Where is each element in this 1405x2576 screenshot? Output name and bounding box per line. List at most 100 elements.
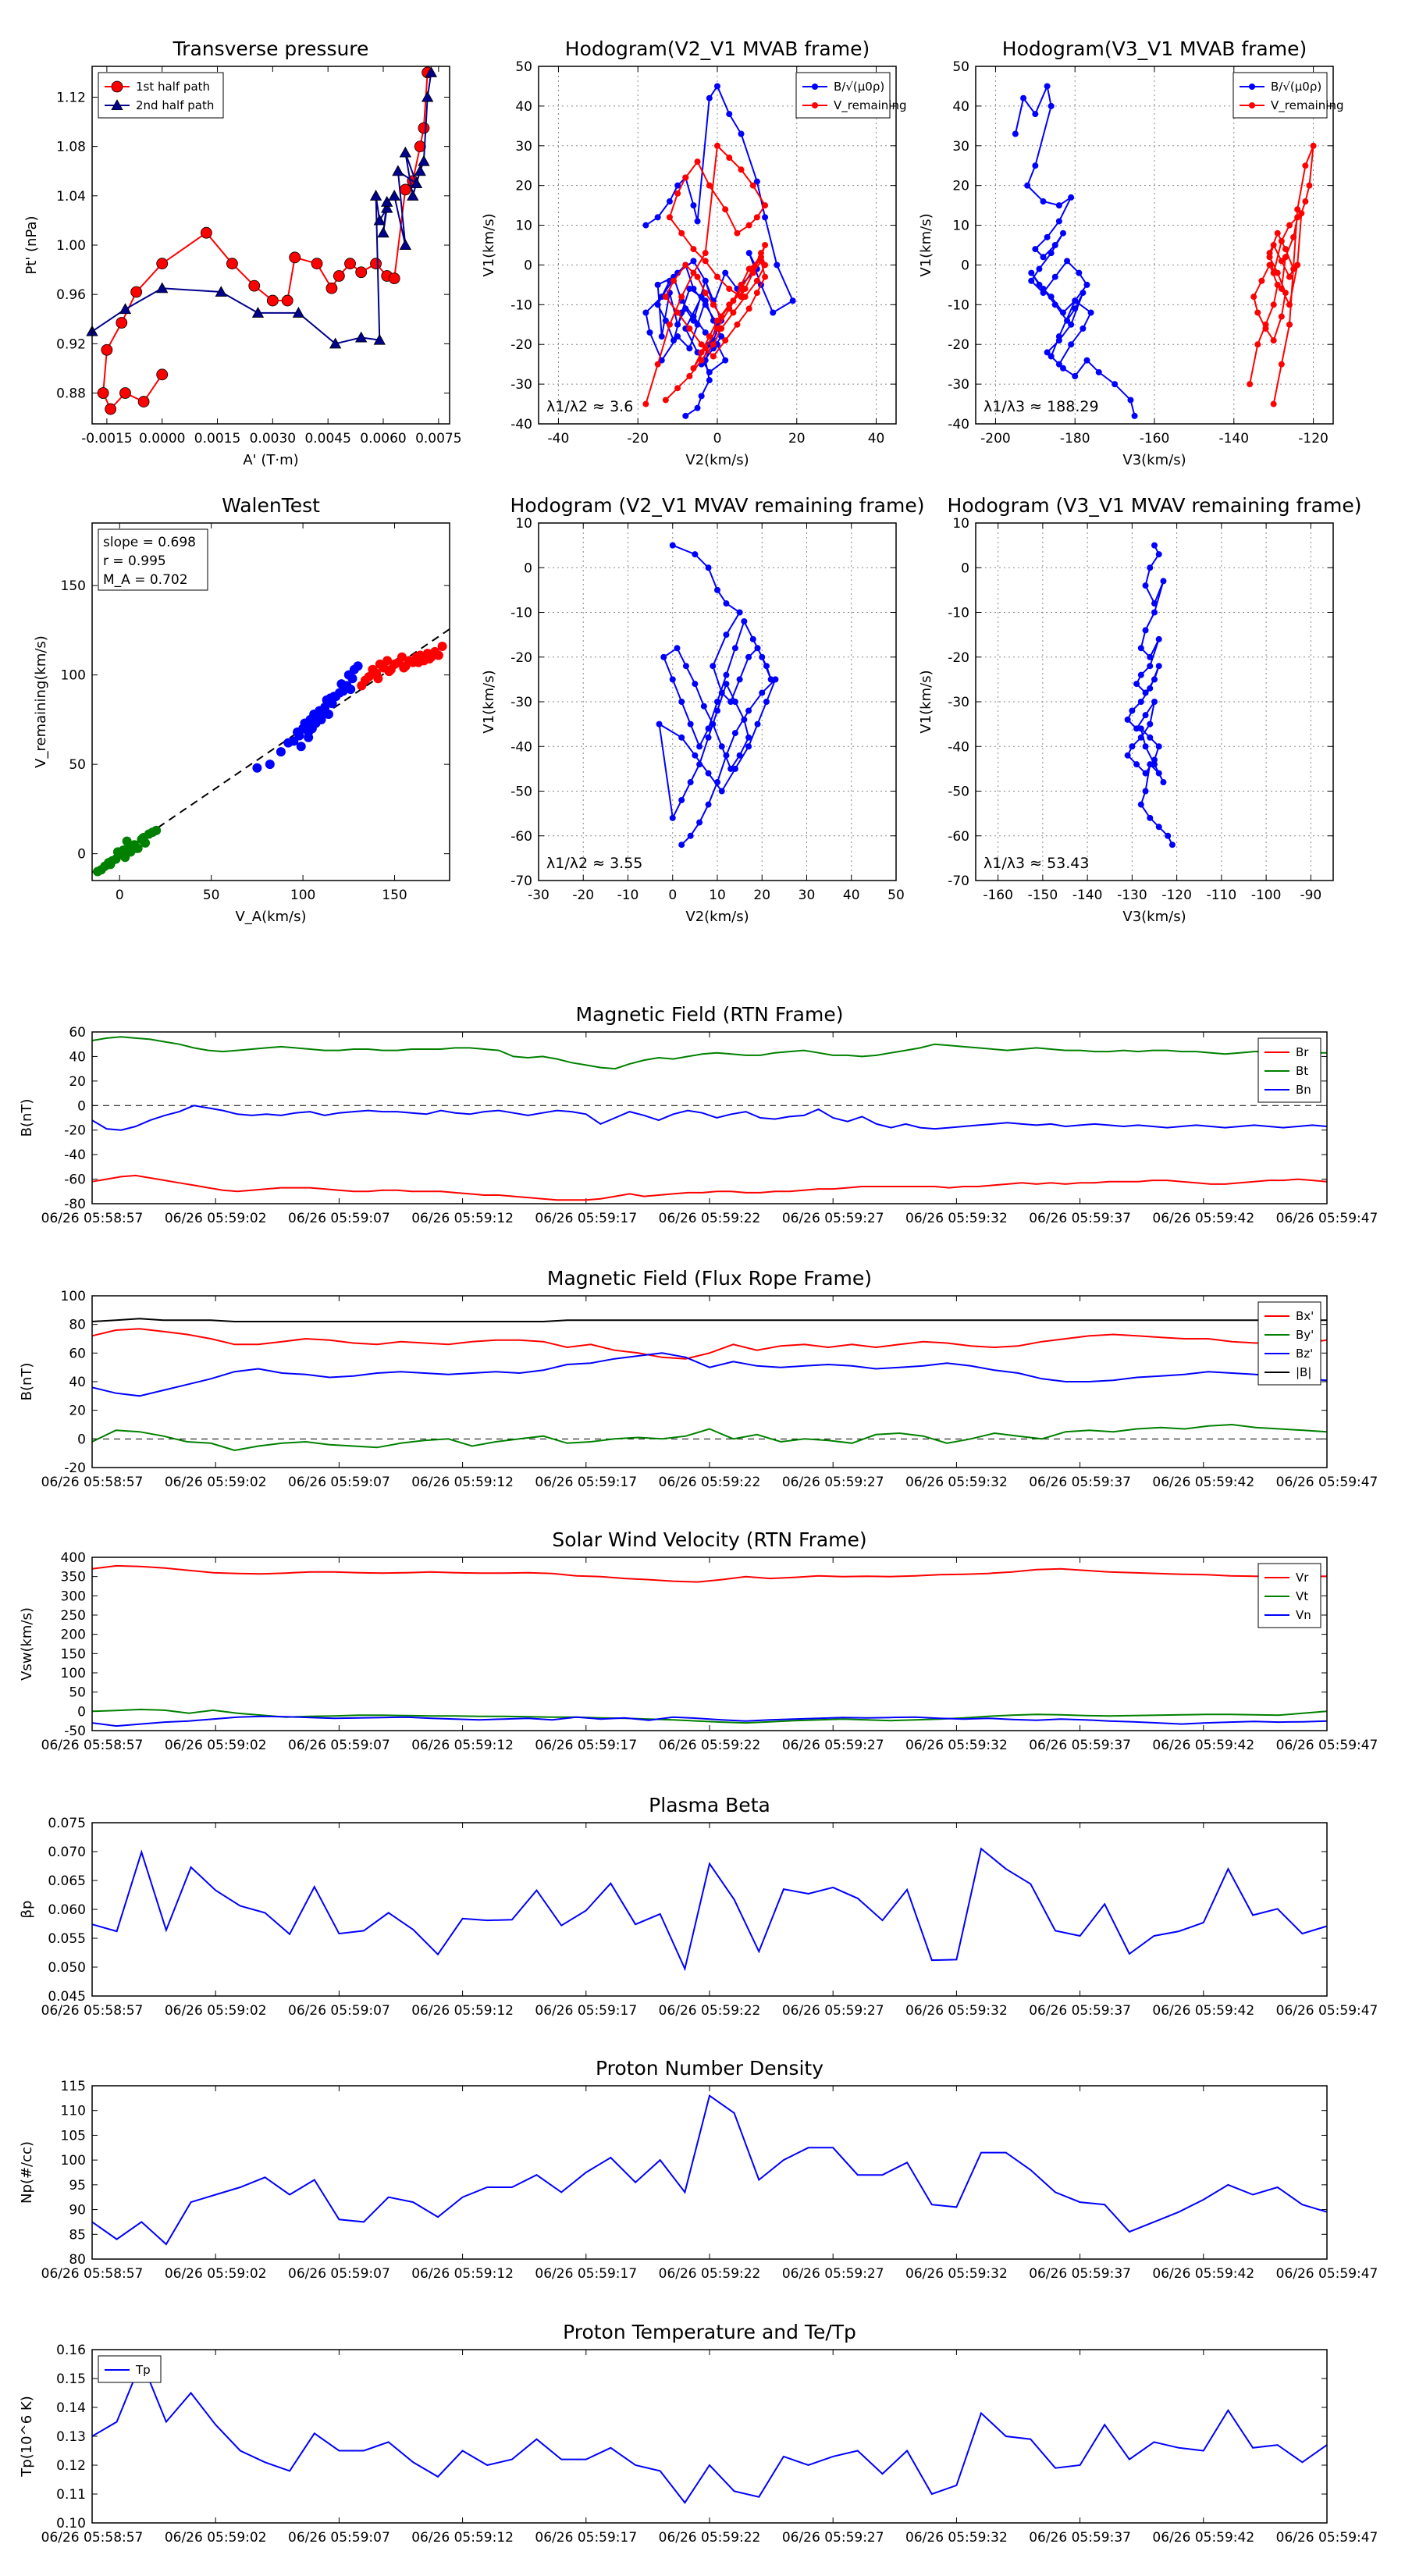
data-point: [1147, 761, 1154, 768]
data-point: [289, 251, 301, 264]
series-B/√(μ0ρ)-line: [645, 84, 794, 417]
data-point: [736, 676, 743, 683]
y-tick-label: 60: [69, 1025, 86, 1041]
data-point: [111, 80, 123, 93]
stats-line: r = 0.995: [103, 553, 166, 569]
chart-title: Magnetic Field (RTN Frame): [576, 1003, 844, 1026]
x-tick-label: 06/26 05:59:37: [1029, 2530, 1131, 2546]
legend-label: Bz': [1296, 1347, 1313, 1361]
x-tick-label: 06/26 05:59:12: [411, 2003, 514, 2019]
data-point: [1112, 381, 1119, 388]
data-point: [369, 190, 382, 201]
data-point: [370, 258, 382, 270]
legend-label: Vn: [1296, 1608, 1311, 1622]
data-point: [745, 707, 752, 714]
data-point: [381, 195, 393, 207]
x-tick-label: 0.0000: [139, 431, 185, 447]
x-tick-label: 06/26 05:59:02: [165, 2003, 267, 2019]
data-point: [753, 214, 760, 221]
x-axis-label: V3(km/s): [1122, 452, 1186, 468]
x-tick-label: 40: [843, 888, 860, 903]
plot-border: [91, 66, 450, 425]
data-point: [251, 307, 265, 318]
chart-title: Proton Temperature and Te/Tp: [563, 2321, 856, 2343]
y-tick-label: 0.075: [48, 1816, 86, 1831]
y-axis-label: Vsw(km/s): [19, 1607, 35, 1681]
data-point: [687, 779, 694, 786]
legend-label: Vr: [1296, 1571, 1309, 1585]
y-tick-label: 105: [61, 2128, 86, 2144]
scatter-point-blue: [343, 670, 354, 680]
x-axis-label: V_A(km/s): [235, 909, 306, 925]
data-point: [674, 385, 681, 392]
scatter-point-blue: [322, 695, 332, 705]
data-point: [1168, 841, 1176, 849]
data-point: [774, 262, 781, 269]
plot-border: [91, 522, 450, 881]
data-point: [1083, 357, 1090, 364]
legend-label: B/√(μ0ρ): [834, 80, 884, 94]
scatter-point-blue: [315, 706, 325, 716]
y-tick-label: 80: [69, 1318, 86, 1333]
y-tick-label: 300: [61, 1589, 86, 1604]
x-tick-label: 06/26 05:59:37: [1029, 1738, 1131, 1753]
data-point: [722, 357, 729, 364]
legend-label: Bn: [1296, 1083, 1311, 1097]
stats-line: M_A = 0.702: [103, 572, 188, 588]
y-tick-label: 20: [69, 1404, 86, 1419]
data-point: [1124, 752, 1131, 759]
data-point: [694, 273, 701, 280]
data-point: [718, 689, 725, 696]
data-point: [656, 720, 663, 728]
data-point: [705, 725, 712, 732]
y-axis-label: Tp(10^6 K): [19, 2396, 35, 2477]
scatter-point-green: [112, 847, 123, 857]
y-axis-label: B(nT): [19, 1099, 35, 1137]
x-tick-label: 06/26 05:59:42: [1152, 1738, 1254, 1753]
y-tick-label: -10: [948, 297, 969, 313]
data-point: [654, 214, 661, 221]
x-tick-label: 06/26 05:59:22: [659, 2530, 761, 2546]
x-tick-label: 06/26 05:59:02: [165, 1475, 267, 1490]
data-point: [812, 102, 818, 109]
data-point: [1028, 277, 1035, 284]
data-point: [738, 166, 745, 173]
series-Vr-line: [91, 1564, 1328, 1583]
y-axis-label: βp: [19, 1901, 35, 1919]
data-point: [705, 801, 712, 808]
y-tick-label: -10: [510, 297, 532, 313]
x-tick-label: 06/26 05:59:32: [905, 2530, 1008, 2546]
x-tick-label: 06/26 05:59:17: [535, 1475, 637, 1490]
data-point: [137, 396, 150, 407]
scatter-point-green: [138, 833, 148, 843]
x-tick-label: -30: [528, 888, 550, 903]
data-point: [710, 720, 717, 728]
plot-border: [91, 1557, 1328, 1731]
x-axis-label: V2(km/s): [685, 452, 749, 468]
data-point: [660, 653, 667, 660]
data-point: [696, 819, 703, 826]
data-point: [682, 262, 689, 269]
data-point: [325, 282, 338, 294]
data-point: [690, 246, 697, 253]
panel-vsw: Solar Wind Velocity (RTN Frame) 06/26 05:…: [19, 1528, 1378, 1753]
data-point: [1290, 233, 1297, 240]
ratio-annotation: λ1/λ3 ≈ 53.43: [984, 855, 1089, 872]
y-tick-label: 100: [61, 668, 86, 684]
data-point: [698, 294, 705, 301]
y-tick-label: 0.88: [56, 386, 86, 402]
scatter-point-red: [425, 654, 435, 664]
x-tick-label: 06/26 05:59:22: [659, 2266, 761, 2282]
y-tick-label: -60: [948, 829, 969, 845]
data-point: [690, 313, 697, 320]
x-tick-label: 06/26 05:59:32: [905, 2003, 1008, 2019]
data-point: [745, 222, 752, 229]
y-tick-label: 60: [69, 1346, 86, 1361]
data-point: [762, 242, 769, 248]
data-point: [745, 743, 752, 750]
data-point: [1147, 653, 1154, 660]
data-point: [226, 258, 238, 270]
x-tick-label: 06/26 05:59:32: [905, 1738, 1008, 1753]
data-point: [710, 663, 717, 670]
